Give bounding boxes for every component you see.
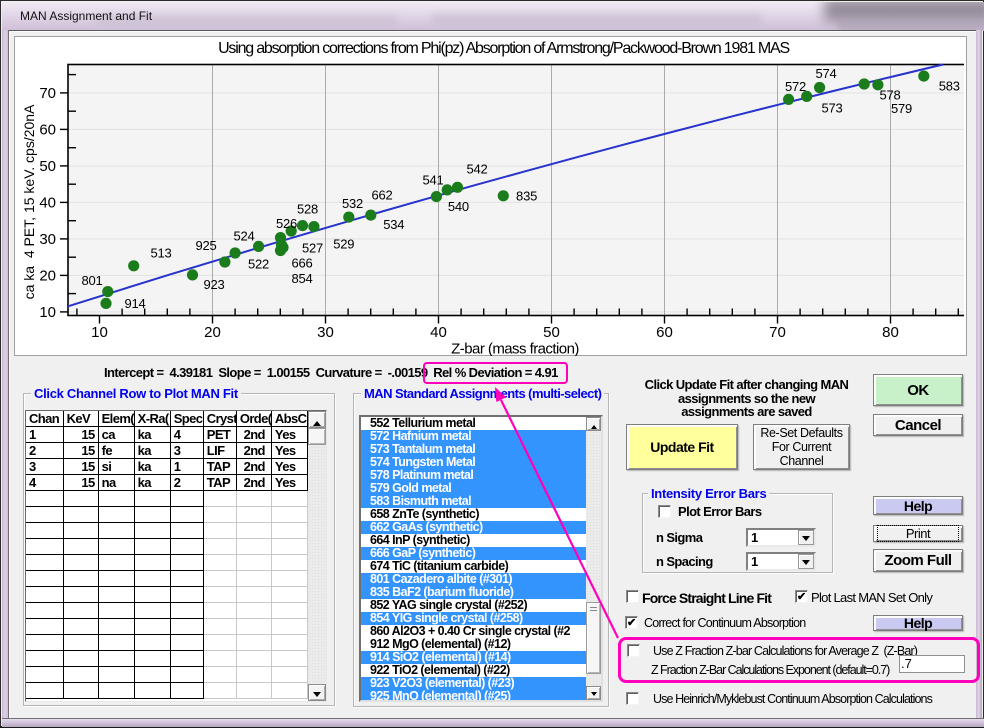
- svg-text:574: 574: [815, 66, 836, 81]
- svg-text:835: 835: [516, 189, 537, 204]
- svg-text:50: 50: [543, 324, 560, 341]
- svg-text:923: 923: [203, 277, 224, 292]
- svg-text:925: 925: [195, 238, 216, 253]
- svg-text:914: 914: [124, 296, 145, 311]
- svg-text:10: 10: [91, 324, 108, 341]
- svg-text:542: 542: [466, 162, 487, 177]
- svg-text:534: 534: [383, 217, 404, 232]
- svg-text:579: 579: [891, 101, 912, 116]
- svg-text:854: 854: [291, 271, 312, 286]
- svg-text:524: 524: [233, 229, 254, 244]
- svg-text:573: 573: [821, 101, 842, 116]
- svg-text:801: 801: [81, 273, 102, 288]
- svg-text:20: 20: [39, 267, 56, 284]
- svg-text:10: 10: [39, 304, 56, 321]
- svg-text:70: 70: [39, 85, 56, 102]
- svg-text:529: 529: [333, 237, 354, 252]
- svg-text:40: 40: [430, 324, 447, 341]
- svg-text:540: 540: [448, 199, 469, 214]
- svg-text:80: 80: [882, 324, 899, 341]
- svg-text:ca ka 4 PET, 15 keV. cps/20nA: ca ka 4 PET, 15 keV. cps/20nA: [21, 104, 37, 299]
- svg-text:40: 40: [39, 194, 56, 211]
- svg-text:662: 662: [371, 188, 392, 203]
- svg-text:30: 30: [317, 324, 334, 341]
- svg-text:532: 532: [342, 196, 363, 211]
- svg-text:Z-bar (mass fraction): Z-bar (mass fraction): [451, 341, 579, 357]
- svg-text:528: 528: [297, 202, 318, 217]
- svg-text:60: 60: [656, 324, 673, 341]
- svg-text:583: 583: [939, 78, 960, 93]
- svg-text:541: 541: [422, 173, 443, 188]
- svg-text:50: 50: [39, 158, 56, 175]
- svg-text:666: 666: [291, 256, 312, 271]
- svg-text:60: 60: [39, 121, 56, 138]
- svg-text:522: 522: [248, 257, 269, 272]
- svg-text:Using absorption corrections f: Using absorption corrections from Phi(pz…: [218, 40, 789, 57]
- svg-text:513: 513: [150, 246, 171, 261]
- svg-text:527: 527: [302, 241, 323, 256]
- svg-text:526: 526: [276, 216, 297, 231]
- svg-text:578: 578: [879, 88, 900, 103]
- svg-text:572: 572: [785, 79, 806, 94]
- svg-text:20: 20: [204, 324, 221, 341]
- svg-text:70: 70: [769, 324, 786, 341]
- svg-text:30: 30: [39, 231, 56, 248]
